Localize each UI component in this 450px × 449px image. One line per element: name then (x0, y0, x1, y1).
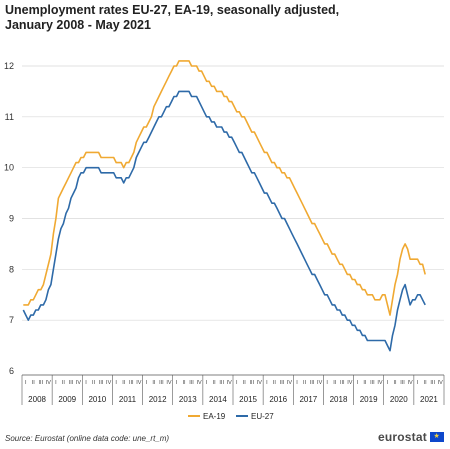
quarter-label: II (92, 380, 96, 386)
quarter-label: II (32, 380, 36, 386)
y-tick-label: 7 (9, 315, 14, 325)
quarter-label: IV (377, 380, 383, 386)
year-label: 2009 (58, 395, 76, 404)
quarter-label: III (129, 380, 134, 386)
year-label: 2015 (239, 395, 257, 404)
quarter-label: IV (257, 380, 263, 386)
quarter-label: III (370, 380, 375, 386)
y-axis: 6 7 8 9 10 11 12 (4, 61, 14, 376)
quarter-label: III (99, 380, 104, 386)
y-tick-label: 12 (4, 61, 14, 71)
quarter-label: II (213, 380, 217, 386)
quarter-label: IV (76, 380, 82, 386)
quarter-label: II (363, 380, 367, 386)
quarter-label: IV (46, 380, 52, 386)
quarter-label: I (176, 380, 178, 386)
quarter-label: II (122, 380, 126, 386)
quarter-label: I (115, 380, 117, 386)
quarter-label: II (152, 380, 156, 386)
quarter-label: IV (347, 380, 353, 386)
quarter-label: II (182, 380, 186, 386)
year-label: 2011 (119, 395, 137, 404)
quarter-label: III (219, 380, 224, 386)
quarter-label: IV (136, 380, 142, 386)
year-label: 2013 (179, 395, 197, 404)
quarter-label: III (189, 380, 194, 386)
year-label: 2020 (390, 395, 408, 404)
y-tick-label: 8 (9, 264, 14, 274)
quarter-label: IV (438, 380, 444, 386)
quarter-label: III (159, 380, 164, 386)
year-label: 2010 (88, 395, 106, 404)
quarter-label: IV (196, 380, 202, 386)
quarter-label: III (430, 380, 435, 386)
quarter-label: I (417, 380, 419, 386)
chart-title: Unemployment rates EU-27, EA-19, seasona… (5, 3, 340, 32)
quarter-label: III (340, 380, 345, 386)
year-label: 2017 (299, 395, 317, 404)
eu-flag-icon (429, 432, 444, 442)
quarter-label: II (243, 380, 247, 386)
quarter-label: I (146, 380, 148, 386)
quarter-label: IV (407, 380, 413, 386)
series-line-ea-19 (23, 60, 426, 316)
quarter-label: III (39, 380, 44, 386)
quarter-label: I (25, 380, 27, 386)
quarter-label: I (387, 380, 389, 386)
quarter-label: I (326, 380, 328, 386)
y-tick-label: 11 (5, 112, 14, 122)
year-label: 2012 (149, 395, 167, 404)
quarter-label: I (357, 380, 359, 386)
quarter-label: II (273, 380, 277, 386)
quarter-label: III (400, 380, 405, 386)
quarter-label: II (333, 380, 337, 386)
quarter-label: IV (166, 380, 172, 386)
quarter-label: IV (227, 380, 233, 386)
y-tick-label: 9 (9, 214, 14, 224)
quarter-label: I (206, 380, 208, 386)
year-label: 2021 (420, 395, 438, 404)
legend-label: EA-19 (203, 412, 226, 421)
y-tick-label: 10 (4, 163, 14, 173)
quarter-label: III (310, 380, 315, 386)
quarter-label: IV (106, 380, 112, 386)
series-lines (22, 60, 426, 352)
quarter-label: II (303, 380, 307, 386)
quarter-label: I (85, 380, 87, 386)
logo-text: eurostat (378, 430, 427, 444)
quarter-label: IV (287, 380, 293, 386)
quarter-label: II (393, 380, 397, 386)
year-label: 2008 (28, 395, 46, 404)
quarter-label: II (424, 380, 428, 386)
quarter-label: III (280, 380, 285, 386)
quarter-label: II (62, 380, 66, 386)
quarter-label: I (236, 380, 238, 386)
year-label: 2018 (330, 395, 348, 404)
series-line-eu-27 (22, 90, 426, 352)
quarter-label: I (296, 380, 298, 386)
quarter-label: III (69, 380, 74, 386)
y-tick-label: 6 (9, 366, 14, 376)
quarter-label: III (250, 380, 255, 386)
year-label: 2019 (360, 395, 378, 404)
year-label: 2014 (209, 395, 227, 404)
year-label: 2016 (269, 395, 287, 404)
quarter-label: I (55, 380, 57, 386)
eurostat-logo: eurostat (378, 430, 444, 444)
source-note: Source: Eurostat (online data code: une_… (5, 434, 170, 443)
legend-label: EU-27 (251, 412, 274, 421)
legend: EA-19 EU-27 (188, 412, 274, 421)
quarter-label: IV (317, 380, 323, 386)
quarter-label: I (266, 380, 268, 386)
